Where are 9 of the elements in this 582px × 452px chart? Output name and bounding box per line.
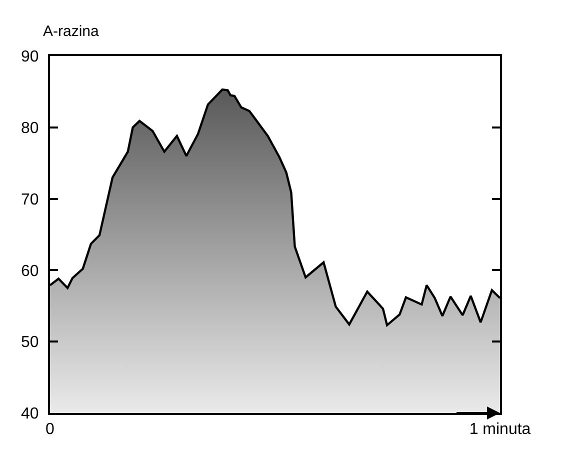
y-tick-label: 90 bbox=[21, 48, 39, 66]
y-tick-label: 70 bbox=[21, 191, 39, 208]
y-tick-label: 80 bbox=[21, 120, 39, 137]
x-tick-label: 1 minuta bbox=[469, 421, 531, 438]
y-tick-label: 60 bbox=[21, 262, 39, 280]
y-tick-label: 40 bbox=[21, 406, 39, 423]
x-tick-label: 0 bbox=[46, 421, 55, 438]
y-axis-title: A-razina bbox=[43, 23, 100, 40]
y-tick-label: 50 bbox=[21, 334, 39, 352]
